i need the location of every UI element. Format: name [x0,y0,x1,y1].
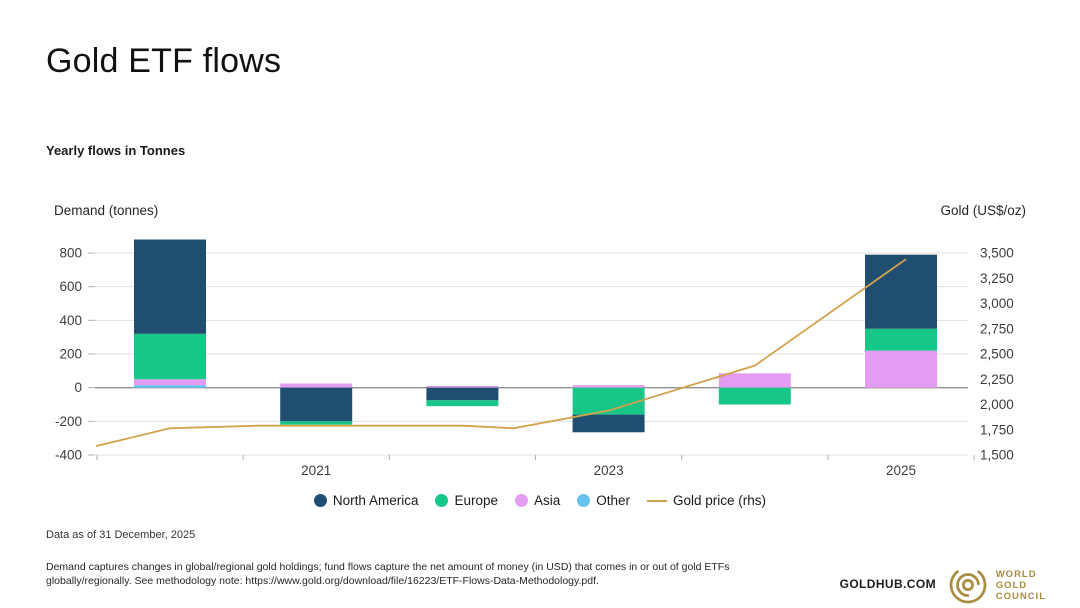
bar-segment-2021-asia [280,383,353,388]
page-title: Gold ETF flows [46,42,282,80]
bar-segment-2025-asia [865,350,937,388]
legend-dot-swatch [313,494,327,507]
bar-segment-2021-europe [280,421,353,425]
svg-text:-200: -200 [55,414,82,429]
svg-text:3,000: 3,000 [980,296,1014,311]
bar-segment-2023-north-america [572,414,645,433]
svg-text:2025: 2025 [886,463,916,478]
right-axis-title: Gold (US$/oz) [940,203,1026,218]
svg-text:2023: 2023 [594,463,624,478]
goldhub-link[interactable]: GOLDHUB.COM [839,577,936,591]
legend-label: Other [596,493,631,508]
bar-segment-2024-asia [718,373,791,388]
data-as-of-note: Data as of 31 December, 2025 [46,529,196,541]
svg-text:400: 400 [59,313,82,328]
bar-segment-2020-asia [134,379,206,386]
legend-item-other[interactable]: Other [577,493,630,508]
legend-label: North America [332,493,419,508]
svg-text:2,750: 2,750 [980,321,1014,336]
bar-segment-2020-north-america [134,239,206,334]
svg-text:0: 0 [74,380,82,395]
methodology-footnote: Demand captures changes in global/region… [46,561,730,587]
svg-text:800: 800 [59,246,82,261]
svg-text:1,750: 1,750 [980,422,1014,437]
wgc-word-world: WORLD [995,568,1037,580]
svg-text:3,250: 3,250 [980,271,1014,286]
bar-segment-2022-asia [426,385,499,388]
svg-text:-400: -400 [55,448,82,463]
bar-segment-2025-north-america [865,254,937,329]
legend-label: Gold price (rhs) [673,493,767,508]
bar-segment-2020-europe [134,333,206,380]
svg-text:2,250: 2,250 [980,372,1014,387]
bar-segment-2021-north-america [280,387,353,422]
wgc-logo-wordmark: WORLD GOLD COUNCIL [996,569,1046,602]
bar-segment-2023-asia [572,385,645,388]
svg-text:1,500: 1,500 [980,448,1014,463]
bar-segment-2022-europe [426,400,499,407]
legend-dot-swatch [435,494,449,507]
legend-dot-swatch [577,494,591,507]
bar-segment-2025-europe [865,328,937,351]
legend-item-asia[interactable]: Asia [515,493,560,508]
world-gold-council-logo: WORLD GOLD COUNCIL [947,564,1046,606]
gold-price-line [96,258,907,447]
legend-label: Europe [454,493,498,508]
svg-text:600: 600 [59,279,82,294]
legend-dot-swatch [515,494,528,507]
wgc-word-council: COUNCIL [995,590,1046,602]
wgc-word-gold: GOLD [995,579,1028,591]
left-axis-title: Demand (tonnes) [54,203,159,218]
chart-subtitle: Yearly flows in Tonnes [46,143,186,158]
legend-line-swatch [647,499,668,502]
svg-text:2,500: 2,500 [980,347,1014,362]
svg-text:200: 200 [59,347,82,362]
svg-text:2,000: 2,000 [980,397,1014,412]
bar-segment-2022-north-america [426,387,499,401]
legend-label: Asia [534,493,561,508]
bar-segment-2024-europe [718,387,791,405]
bar-segment-2020-other [134,385,206,388]
legend-item-north-america[interactable]: North America [313,493,419,508]
svg-text:2021: 2021 [301,463,331,478]
legend-item-gold-price-rhs-[interactable]: Gold price (rhs) [647,493,766,508]
legend-item-europe[interactable]: Europe [435,493,498,508]
svg-text:3,500: 3,500 [980,246,1014,261]
wgc-rings-icon [949,566,987,604]
chart-legend: North America Europe Asia Other Gold price (… [0,493,1080,508]
